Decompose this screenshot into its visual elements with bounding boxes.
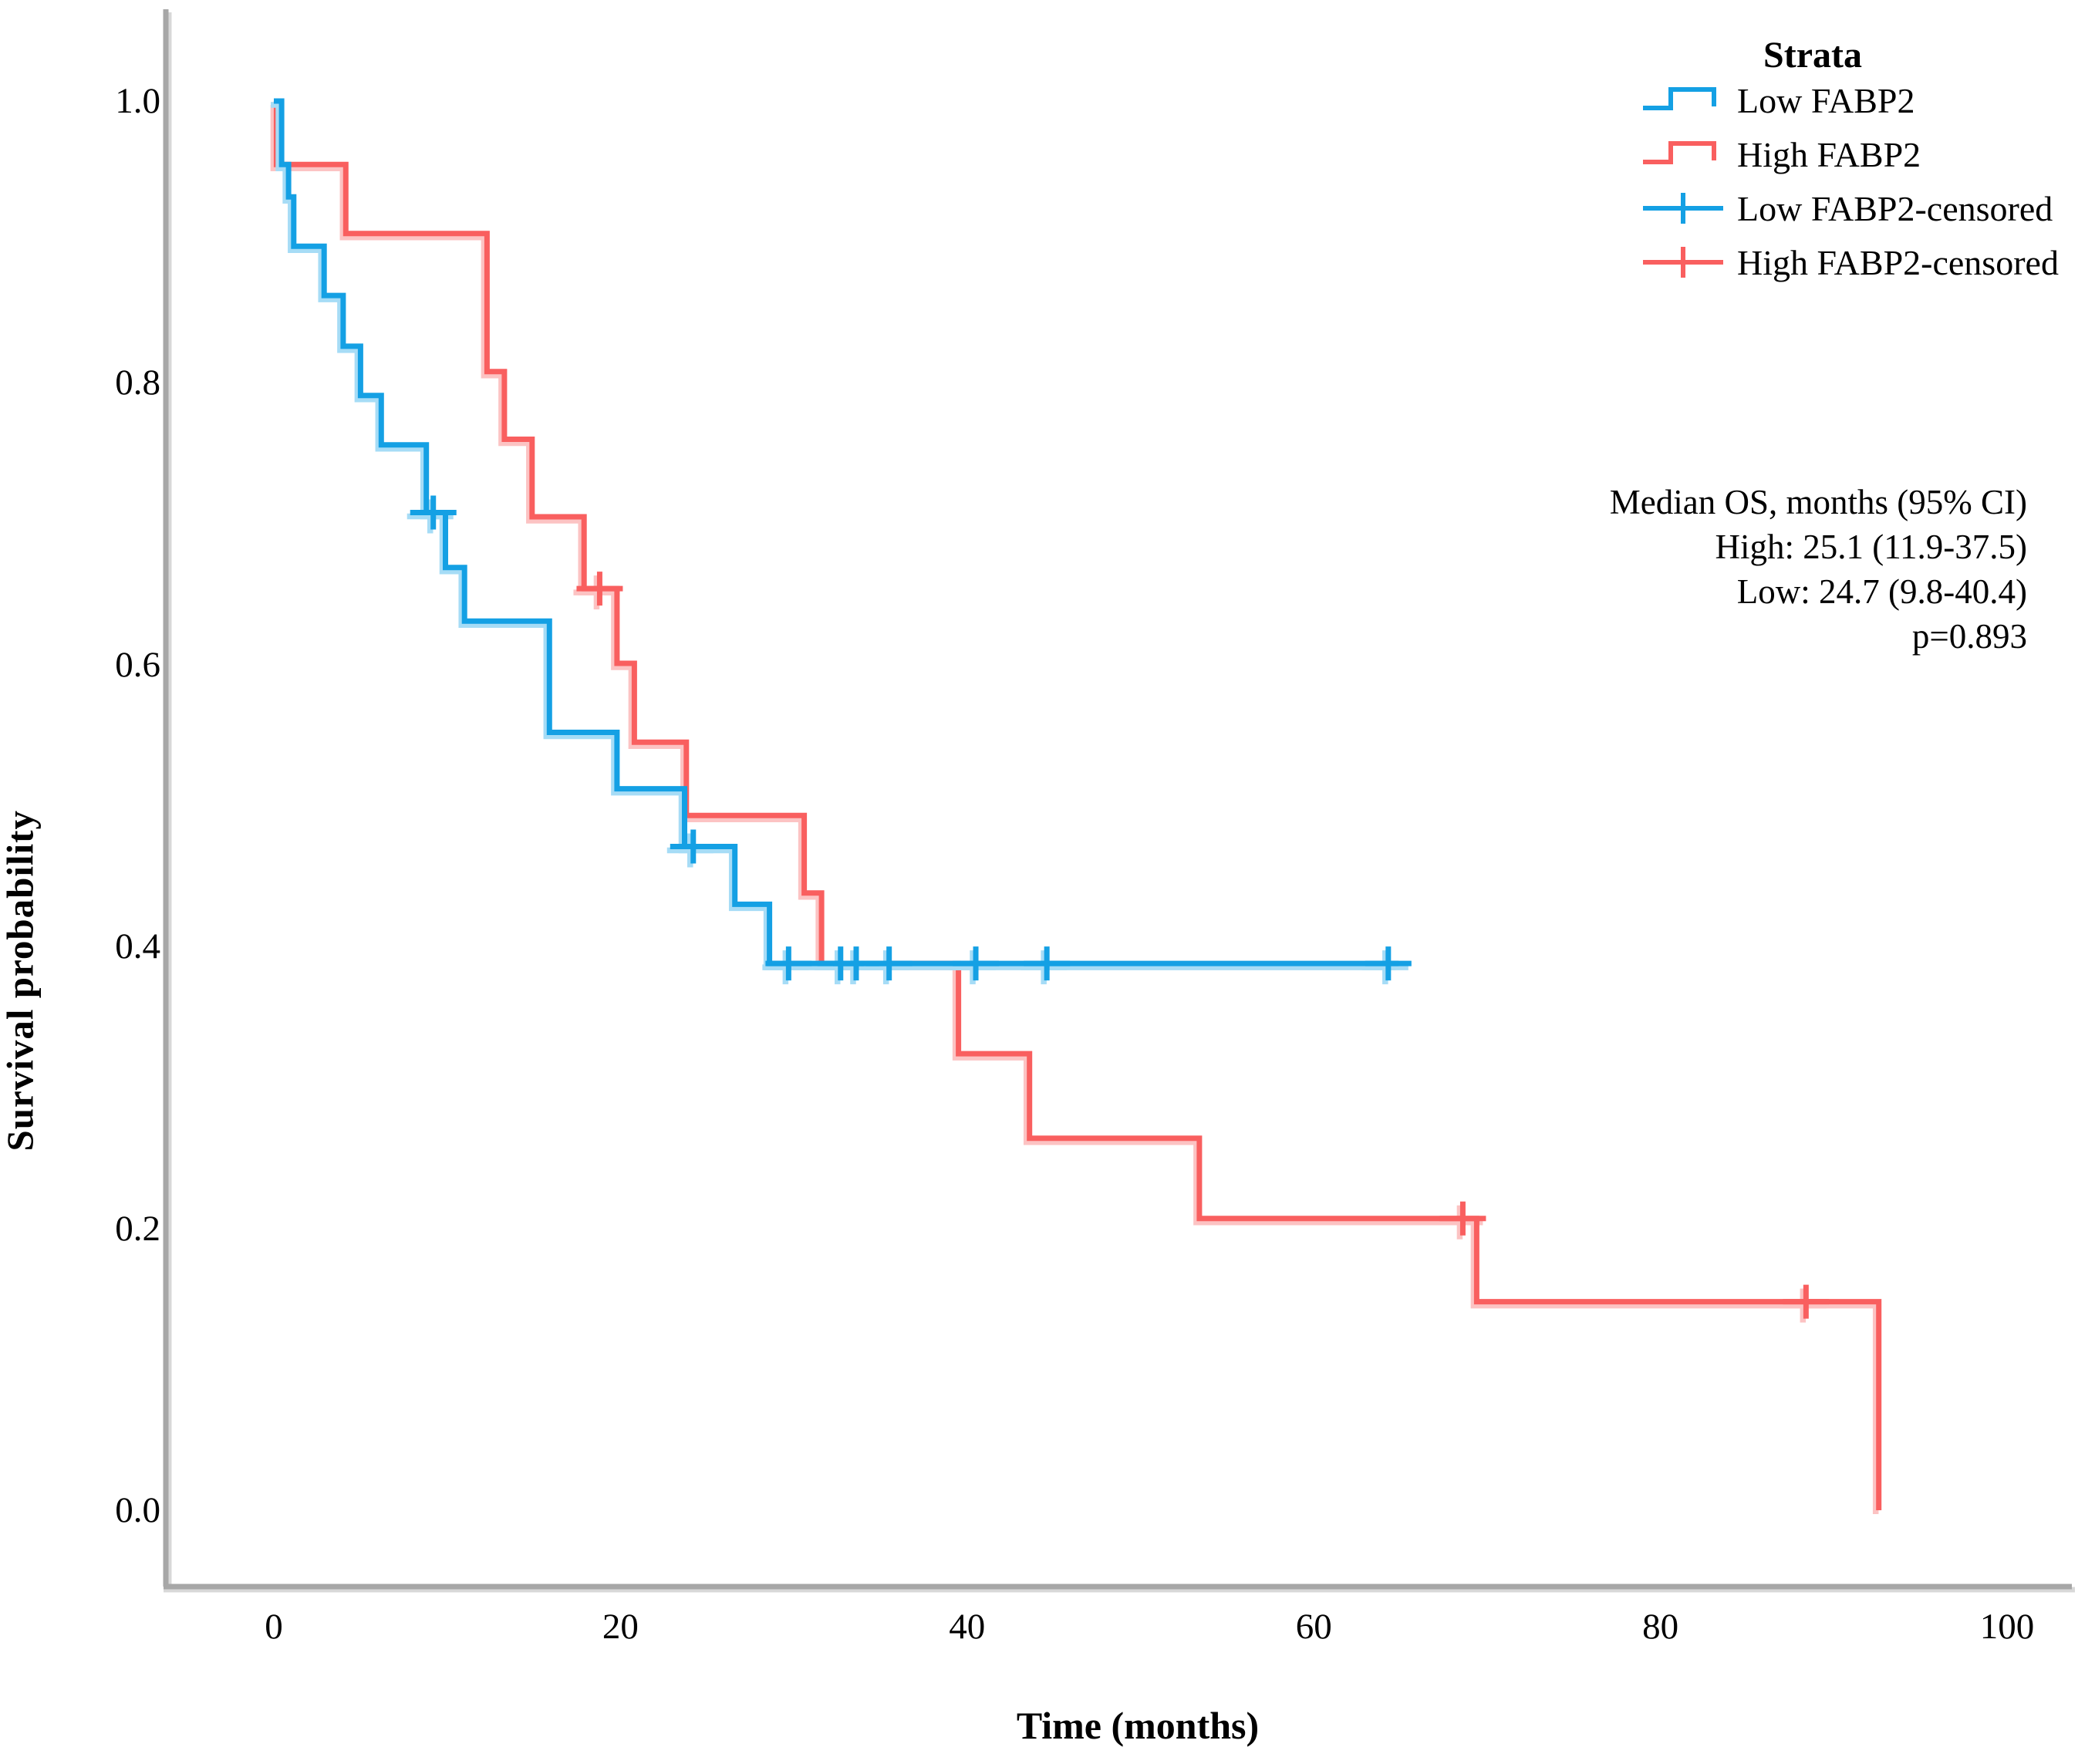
step-line-icon <box>1643 141 1716 164</box>
legend-item-low-fabp2: Low FABP2 <box>1641 77 1915 123</box>
Low FABP2-censor-mark <box>1365 946 1412 981</box>
x-tick-label: 20 <box>602 1607 639 1647</box>
annotation-p-value: p=0.893 <box>1911 617 2027 656</box>
legend-item-label: Low FABP2 <box>1737 80 1915 120</box>
y-axis-title: Survival probability <box>0 810 42 1152</box>
Low FABP2-curve <box>274 98 1399 966</box>
survival-curves <box>270 98 1882 1514</box>
series-low-fabp2 <box>274 98 1412 981</box>
legend-item-label: High FABP2 <box>1737 134 1921 174</box>
legend-item-label: Low FABP2-censored <box>1737 188 2053 228</box>
High FABP2-censor-mark <box>576 572 623 606</box>
step-line-icon <box>1643 87 1716 110</box>
axes <box>163 9 2075 1593</box>
Low FABP2-censor-mark <box>670 829 717 864</box>
y-tick-label: 0.6 <box>115 644 160 685</box>
High FABP2-halo <box>270 102 1879 1514</box>
High FABP2-censor-mark <box>1439 1201 1486 1236</box>
legend-title: Strata <box>1763 35 1862 76</box>
legend-item-high-fabp2-censored: High FABP2-censored <box>1641 239 2059 285</box>
x-tick-label: 80 <box>1642 1607 1679 1647</box>
series-high-fabp2 <box>273 98 1882 1510</box>
annotation-low-median: Low: 24.7 (9.8-40.4) <box>1736 572 2027 611</box>
Low FABP2-censor-mark <box>1024 946 1071 981</box>
censor-plus-icon <box>1643 193 1723 224</box>
Low FABP2-halo <box>271 102 1408 985</box>
Low FABP2-censor-mark <box>953 946 1000 981</box>
x-tick-label: 0 <box>265 1607 283 1647</box>
x-tick-label: 60 <box>1295 1607 1332 1647</box>
y-tick-label: 0.4 <box>115 926 160 967</box>
x-axis-title: Time (months) <box>1016 1704 1260 1747</box>
annotation-high-median: High: 25.1 (11.9-37.5) <box>1715 528 2027 566</box>
y-tick-label: 0.8 <box>115 363 160 403</box>
y-tick-label: 0.2 <box>115 1208 160 1249</box>
Low FABP2-censor-mark <box>865 946 913 981</box>
Low FABP2-censor-mark <box>765 946 812 981</box>
y-tick-label: 0.0 <box>115 1490 160 1530</box>
High FABP2-censor-mark <box>1783 1284 1830 1319</box>
High FABP2-curve <box>273 98 1882 1510</box>
median-os-annotation: Median OS, months (95% CI) High: 25.1 (1… <box>1333 480 2027 659</box>
censor-plus-icon <box>1643 247 1723 278</box>
legend-item-label: High FABP2-censored <box>1737 242 2059 282</box>
Low FABP2-censor-mark <box>410 495 457 530</box>
annotation-title: Median OS, months (95% CI) <box>1609 483 2027 521</box>
x-tick-label: 40 <box>949 1607 986 1647</box>
x-tick-label: 100 <box>1979 1607 2035 1647</box>
legend-item-low-fabp2-censored: Low FABP2-censored <box>1641 185 2053 231</box>
y-tick-label: 1.0 <box>115 81 160 121</box>
legend-item-high-fabp2: High FABP2 <box>1641 131 1921 177</box>
